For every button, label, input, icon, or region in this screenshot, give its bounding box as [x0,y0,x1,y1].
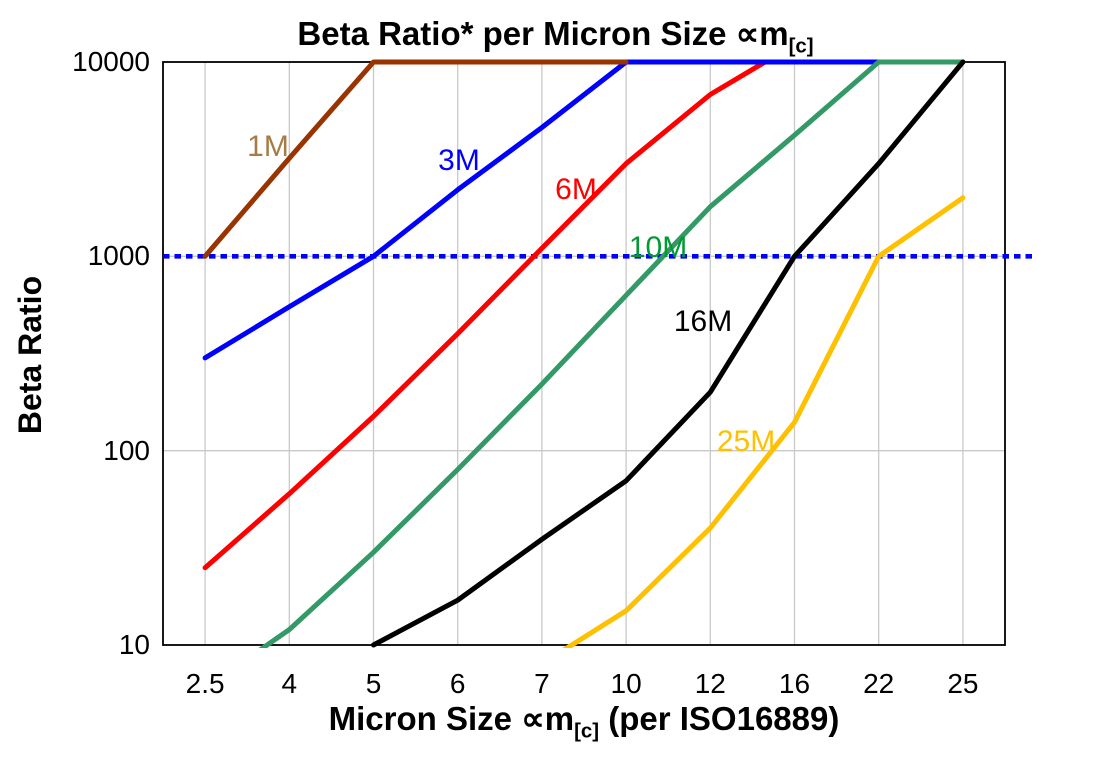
x-tick-2p5: 2.5 [185,668,225,699]
x-tick-12: 12 [694,668,726,699]
y-tick-10000: 10000 [72,46,150,77]
x-tick-16: 16 [778,668,811,699]
chart-title-text: Beta Ratio* per Micron Size ∝m [297,15,789,52]
y-tick-1000: 1000 [87,240,150,272]
x-axis-title: Micron Size ∝m[c] (per ISO16889) [163,699,1005,744]
x-tick-7: 7 [534,668,550,699]
x-tick-10: 10 [610,668,642,699]
series-line-16m [371,59,966,648]
series-label-16m: 16M [673,305,733,338]
series-label-6m: 6M [555,173,597,206]
series-label-25m: 25M [716,425,776,458]
chart-title: Beta Ratio* per Micron Size ∝m[c] [0,14,1111,59]
x-tick-4: 4 [281,668,298,699]
y-tick-100: 100 [103,434,150,466]
x-axis-title-subscript: [c] [574,719,600,743]
chart-title-subscript: [c] [788,34,814,58]
x-tick-6: 6 [449,668,466,699]
x-tick-5: 5 [365,668,382,699]
series-label-1m: 1M [247,130,289,163]
series-line-25m [562,195,966,648]
x-axis-title-suffix: (per ISO16889) [599,700,840,737]
series-line-3m [202,59,966,361]
series-label-10m: 10M [628,231,688,264]
x-tick-22: 22 [863,668,895,699]
series-line-10m [258,59,966,648]
series-line-1m [202,59,629,259]
y-tick-10: 10 [118,629,150,660]
x-axis-title-text: Micron Size ∝m [328,700,575,737]
x-tick-25: 25 [947,668,979,699]
series-label-3m: 3M [438,144,480,177]
series-line-6m [202,59,775,571]
